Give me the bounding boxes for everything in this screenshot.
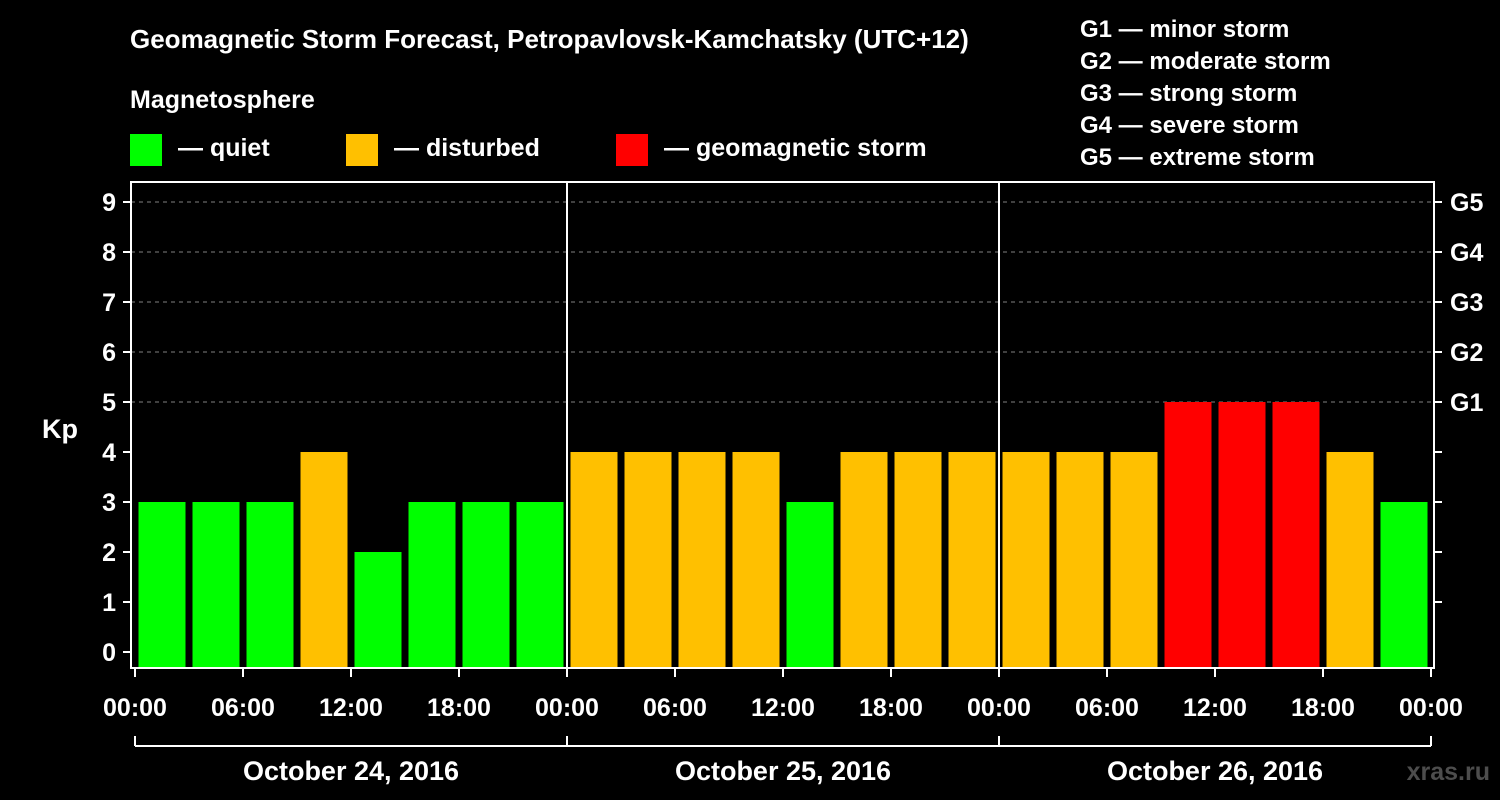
legend-swatch-quiet (130, 134, 162, 166)
legend-label-disturbed: — disturbed (394, 134, 540, 162)
legend-label-quiet: — quiet (178, 134, 270, 162)
axes (123, 181, 1442, 747)
storm-scale-g1: G1 — minor storm (1080, 16, 1290, 43)
kp-bar (300, 452, 348, 668)
storm-scale-g2: G2 — moderate storm (1080, 48, 1331, 75)
y-tick-label: 0 (102, 639, 116, 667)
y-tick-label: 7 (102, 289, 116, 317)
legend-swatch-disturbed (346, 134, 378, 166)
kp-bar (516, 502, 564, 668)
g-level-label: G1 (1450, 389, 1483, 417)
x-tick-label: 06:00 (211, 694, 275, 722)
x-tick-label: 06:00 (643, 694, 707, 722)
day-label: October 25, 2016 (675, 756, 891, 786)
kp-bar (462, 502, 510, 668)
x-tick-label: 00:00 (1399, 694, 1463, 722)
kp-bar (246, 502, 294, 668)
legend-swatch-storm (616, 134, 648, 166)
day-label: October 24, 2016 (243, 756, 459, 786)
storm-scale-g3: G3 — strong storm (1080, 80, 1298, 107)
storm-scale-g4: G4 — severe storm (1080, 112, 1299, 139)
kp-bar (1056, 452, 1104, 668)
x-tick-label: 00:00 (103, 694, 167, 722)
legend-label-storm: — geomagnetic storm (664, 134, 927, 162)
g-level-label: G3 (1450, 289, 1483, 317)
g-level-label: G2 (1450, 339, 1483, 367)
kp-bar (1002, 452, 1050, 668)
y-tick-label: 2 (102, 539, 116, 567)
chart-title: Geomagnetic Storm Forecast, Petropavlovs… (130, 24, 969, 54)
x-tick-label: 12:00 (751, 694, 815, 722)
y-tick-label: 3 (102, 489, 116, 517)
kp-bar (894, 452, 942, 668)
x-tick-label: 18:00 (1291, 694, 1355, 722)
kp-bar (192, 502, 240, 668)
x-tick-label: 06:00 (1075, 694, 1139, 722)
x-tick-label: 00:00 (535, 694, 599, 722)
y-axis-label: Kp (42, 414, 78, 444)
legend-heading: Magnetosphere (130, 86, 315, 114)
watermark: xras.ru (1406, 758, 1490, 786)
kp-bar (786, 502, 834, 668)
bars (138, 402, 1428, 668)
x-tick-label: 12:00 (1183, 694, 1247, 722)
y-tick-label: 9 (102, 189, 116, 217)
kp-bar (354, 552, 402, 668)
y-tick-label: 6 (102, 339, 116, 367)
kp-bar (570, 452, 618, 668)
x-tick-label: 18:00 (427, 694, 491, 722)
kp-bar (408, 502, 456, 668)
kp-bar (1380, 502, 1428, 668)
y-tick-label: 1 (102, 589, 116, 617)
g-level-label: G5 (1450, 189, 1483, 217)
y-tick-label: 4 (102, 439, 116, 467)
kp-bar (1164, 402, 1212, 668)
g-level-label: G4 (1450, 239, 1483, 267)
kp-bar (1272, 402, 1320, 668)
x-tick-label: 00:00 (967, 694, 1031, 722)
kp-bar (138, 502, 186, 668)
kp-bar (732, 452, 780, 668)
day-label: October 26, 2016 (1107, 756, 1323, 786)
x-tick-label: 18:00 (859, 694, 923, 722)
grid-lines (131, 201, 1434, 403)
kp-bar (840, 452, 888, 668)
storm-scale-g5: G5 — extreme storm (1080, 144, 1315, 171)
y-tick-label: 5 (102, 389, 116, 417)
tick-labels: 0 1 2 3 4 5 6 7 8 9 G1 G2 G3 G4 G5 00:00 06:00 12:00 18:00… (102, 189, 1483, 786)
kp-bar (1326, 452, 1374, 668)
y-tick-label: 8 (102, 239, 116, 267)
kp-bar (1218, 402, 1266, 668)
kp-bar (948, 452, 996, 668)
x-tick-label: 12:00 (319, 694, 383, 722)
kp-bar (624, 452, 672, 668)
kp-bar (1110, 452, 1158, 668)
kp-bar (678, 452, 726, 668)
